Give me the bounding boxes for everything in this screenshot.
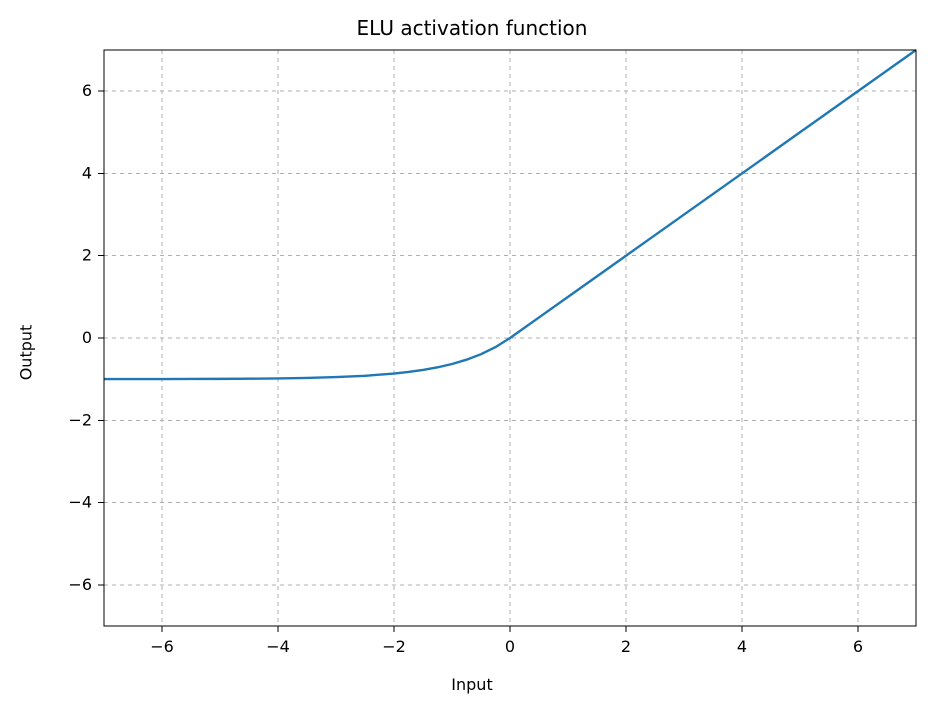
plot-area: −6 −4 −2 0 2 4 6 −6 −4 −2 0 2 4 6 [44, 0, 944, 686]
x-tick-label: 2 [621, 637, 631, 656]
figure: ELU activation function Output Input −6−… [0, 0, 944, 704]
x-tick-label: 4 [737, 637, 747, 656]
y-tick-label: −6 [68, 575, 92, 594]
y-tick-label: −4 [68, 493, 92, 512]
x-tick-label: 6 [853, 637, 863, 656]
y-tick-label: −2 [68, 410, 92, 429]
x-tick-label: −2 [382, 637, 406, 656]
y-axis-label: Output [12, 0, 40, 704]
y-tick-label: 2 [82, 246, 92, 265]
x-tick-label: 0 [505, 637, 515, 656]
x-tick-label: −4 [266, 637, 290, 656]
y-tick-label: 6 [82, 81, 92, 100]
x-tick-label: −6 [150, 637, 174, 656]
y-tick-label: 0 [82, 328, 92, 347]
y-tick-label: 4 [82, 163, 92, 182]
